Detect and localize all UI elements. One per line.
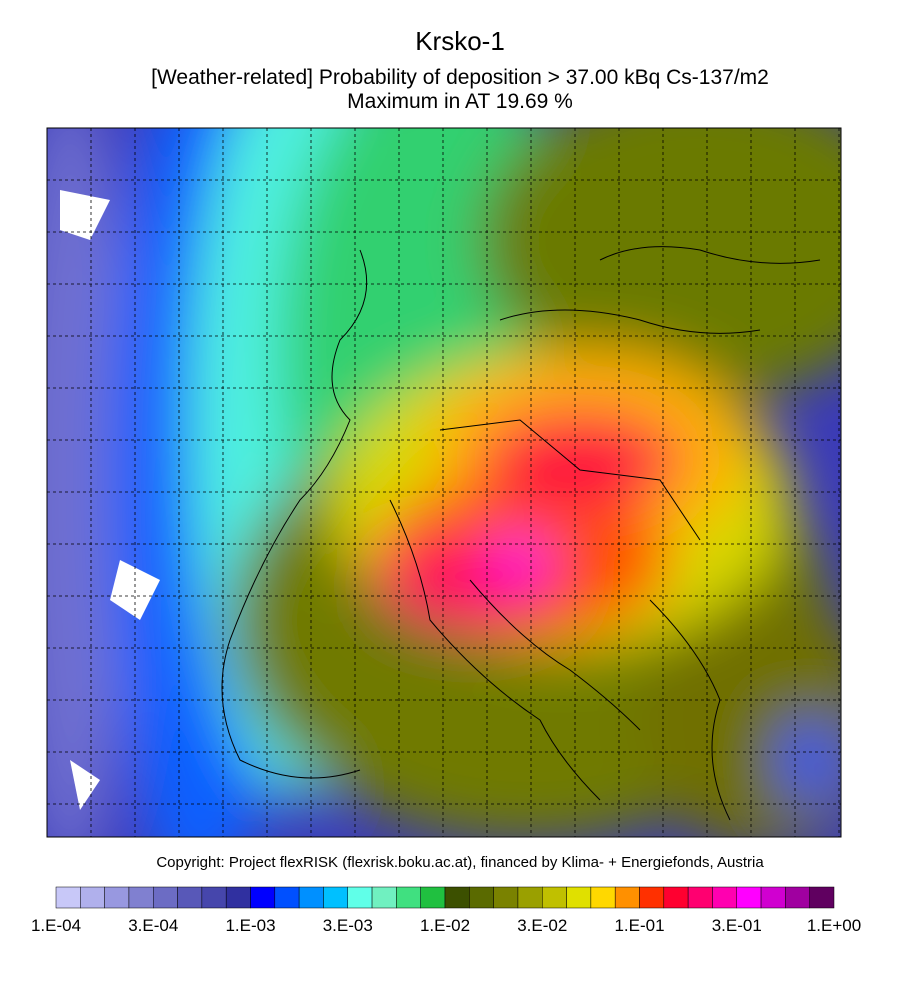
copyright: Copyright: Project flexRISK (flexrisk.bo… — [156, 854, 764, 871]
colorbar-label: 1.E-04 — [31, 916, 81, 935]
colorbar-swatch — [493, 886, 519, 909]
colorbar-label: 1.E+00 — [807, 916, 861, 935]
colorbar-swatch — [153, 886, 178, 909]
colorbar-swatch — [517, 886, 543, 909]
colorbar-label: 1.E-03 — [225, 916, 275, 935]
colorbar-swatch — [785, 886, 810, 909]
colorbar-swatch — [736, 886, 762, 909]
colorbar: 1.E-04 3.E-04 1.E-03 3.E-03 1.E-02 3.E-02 1.E-… — [31, 886, 861, 935]
colorbar-swatch — [347, 886, 373, 909]
colorbar-swatch — [760, 886, 786, 909]
map-frame — [46, 127, 842, 838]
colorbar-swatch — [639, 886, 665, 909]
colorbar-swatch — [566, 886, 592, 909]
colorbar-swatch — [809, 886, 835, 909]
colorbar-swatch — [250, 886, 276, 909]
map — [47, 128, 841, 837]
colorbar-swatch — [80, 886, 105, 909]
subtitle: [Weather-related] Probability of deposit… — [151, 66, 769, 89]
colorbar-swatch — [420, 886, 446, 909]
colorbar-swatch — [177, 886, 203, 909]
colorbar-swatch — [712, 886, 737, 909]
colorbar-label: 1.E-01 — [614, 916, 664, 935]
colorbar-swatch — [225, 886, 251, 909]
coastlines — [221, 246, 821, 821]
colorbar-swatch — [201, 886, 227, 909]
colorbar-swatch — [55, 886, 81, 909]
title: Krsko-1 — [415, 26, 505, 56]
maximum-note: Maximum in AT 19.69 % — [347, 90, 573, 113]
colorbar-swatch — [371, 886, 397, 909]
colorbar-swatch — [298, 886, 324, 909]
graticule — [47, 128, 841, 837]
colorbar-swatch — [469, 886, 494, 909]
colorbar-swatch — [590, 886, 616, 909]
colorbar-swatch — [128, 886, 154, 909]
colorbar-swatch — [396, 886, 421, 909]
colorbar-label: 3.E-04 — [128, 916, 178, 935]
colorbar-label: 3.E-03 — [323, 916, 373, 935]
colorbar-label: 3.E-01 — [712, 916, 762, 935]
colorbar-swatch — [444, 886, 470, 909]
colorbar-swatch — [542, 886, 567, 909]
colorbar-swatch — [104, 886, 130, 909]
colorbar-swatch — [274, 886, 300, 909]
colorbar-swatch — [687, 886, 713, 909]
colorbar-swatch — [323, 886, 348, 909]
colorbar-label: 3.E-02 — [517, 916, 567, 935]
colorbar-swatch — [663, 886, 689, 909]
colorbar-label: 1.E-02 — [420, 916, 470, 935]
colorbar-swatch — [614, 886, 640, 909]
